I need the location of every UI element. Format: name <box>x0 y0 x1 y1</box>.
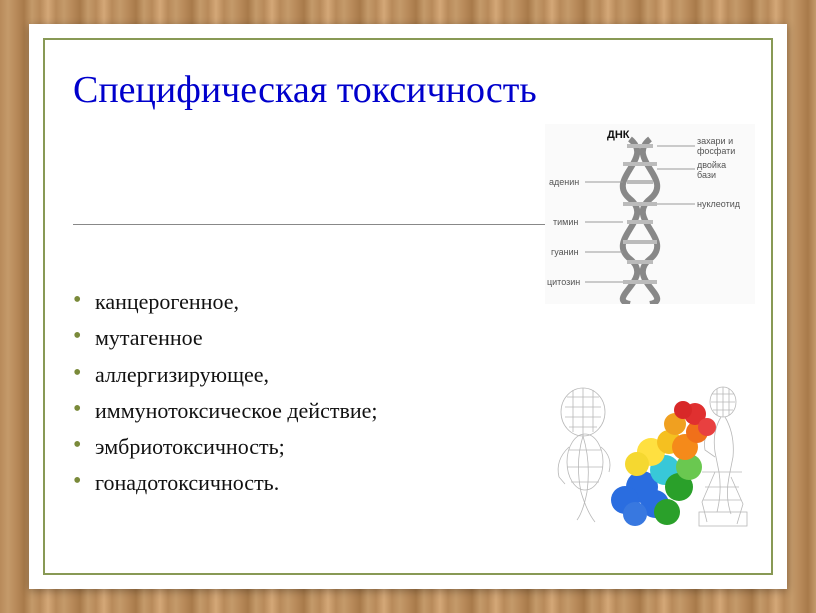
list-item: мутагенное <box>73 320 378 356</box>
dna-title: ДНК <box>607 129 630 141</box>
dna-label-sugar-2: фосфати <box>697 146 735 156</box>
dna-label-adenine: аденин <box>549 177 579 187</box>
slide-title: Специфическая токсичность <box>73 68 537 112</box>
embryo-diagram <box>547 372 755 530</box>
embryo-svg <box>547 372 755 530</box>
dna-label-cytosine: цитозин <box>547 277 580 287</box>
dna-label-sugar-1: захари и <box>697 136 733 146</box>
dna-svg: ДНК захари и <box>545 124 755 304</box>
list-item: канцерогенное, <box>73 284 378 320</box>
list-item: гонадотоксичность. <box>73 465 378 501</box>
dna-label-thymine: тимин <box>553 217 578 227</box>
bullet-list: канцерогенное, мутагенное аллергизирующе… <box>73 284 378 502</box>
dna-label-pair-2: бази <box>697 170 716 180</box>
dna-label-nucleotide: нуклеотид <box>697 199 741 209</box>
list-item: иммунотоксическое действие; <box>73 393 378 429</box>
divider <box>73 224 553 225</box>
dna-label-pair-1: двойка <box>697 160 726 170</box>
list-item: аллергизирующее, <box>73 357 378 393</box>
slide: Специфическая токсичность канцерогенное,… <box>29 24 787 589</box>
dna-diagram: ДНК захари и <box>545 124 755 304</box>
dna-label-guanine: гуанин <box>551 247 579 257</box>
list-item: эмбриотоксичность; <box>73 429 378 465</box>
